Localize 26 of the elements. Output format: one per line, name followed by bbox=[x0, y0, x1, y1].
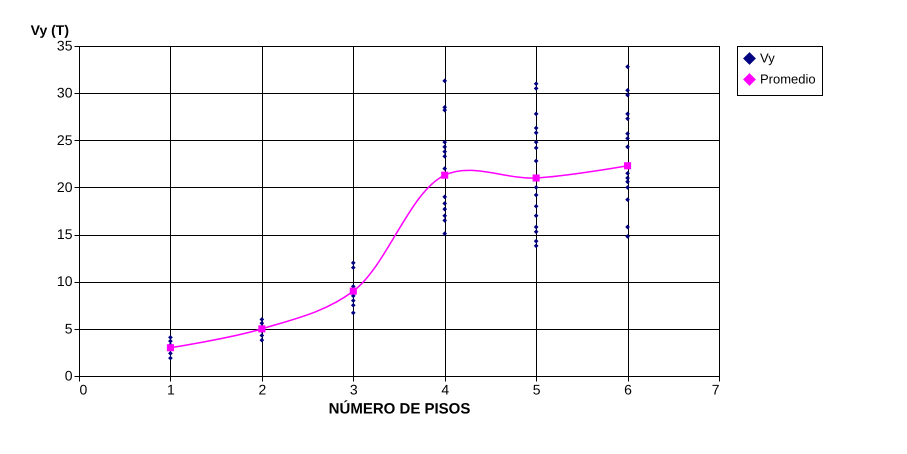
x-tick-label: 5 bbox=[532, 382, 541, 398]
y-axis-title: Vy (T) bbox=[30, 22, 69, 38]
x-tick-label: 6 bbox=[624, 382, 632, 398]
y-tick-label: 5 bbox=[64, 320, 73, 336]
x-tick-label: 0 bbox=[80, 382, 88, 398]
y-tick-label: 0 bbox=[64, 368, 73, 384]
y-tick-label: 30 bbox=[56, 84, 73, 101]
point bbox=[532, 174, 540, 182]
x-tick-label: 2 bbox=[258, 382, 266, 398]
point bbox=[441, 172, 448, 179]
y-tick-label: 10 bbox=[56, 273, 73, 290]
y-tick-label: 20 bbox=[56, 178, 73, 195]
legend-label: Promedio bbox=[760, 72, 816, 86]
y-tick-label: 25 bbox=[56, 132, 73, 148]
x-axis-title: NÚMERO DE PISOS bbox=[328, 400, 470, 418]
x-tick-label: 1 bbox=[167, 382, 176, 398]
x-tick-label: 4 bbox=[441, 382, 450, 398]
y-tick-label: 15 bbox=[56, 226, 73, 242]
point bbox=[624, 162, 632, 170]
legend-label: Vy bbox=[760, 50, 776, 66]
x-tick-label: 3 bbox=[350, 382, 358, 398]
x-tick-label: 7 bbox=[712, 382, 720, 398]
point bbox=[258, 325, 266, 332]
y-tick-label: 35 bbox=[56, 38, 73, 54]
point bbox=[166, 344, 174, 352]
point bbox=[350, 288, 357, 295]
